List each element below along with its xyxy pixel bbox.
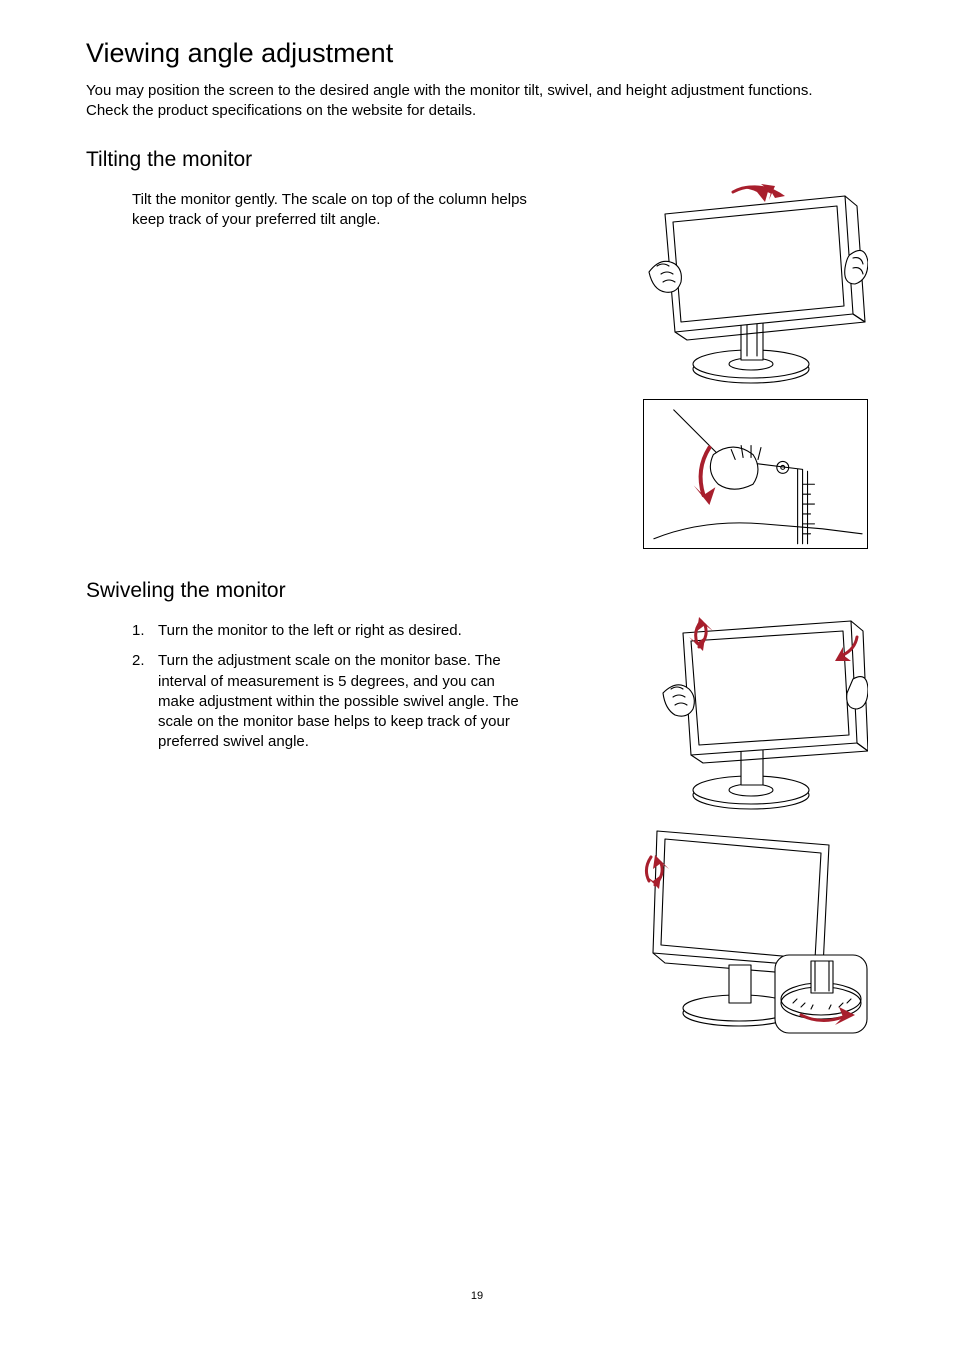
intro-paragraph: You may position the screen to the desir… — [86, 81, 856, 122]
swivel-step-1: Turn the monitor to the left or right as… — [132, 621, 532, 641]
swivel-monitor-illustration-1 — [643, 615, 868, 815]
page-number: 19 — [0, 1290, 954, 1302]
swivel-monitor-illustration-2 — [643, 825, 868, 1035]
tilting-heading: Tilting the monitor — [86, 148, 868, 172]
tilting-text-column: Tilt the monitor gently. The scale on to… — [86, 184, 623, 550]
swiveling-figures — [643, 615, 868, 1035]
manual-page: Viewing angle adjustment You may positio… — [0, 0, 954, 1350]
swiveling-heading: Swiveling the monitor — [86, 579, 868, 603]
tilting-section: Tilt the monitor gently. The scale on to… — [86, 184, 868, 550]
tilting-figures — [643, 184, 868, 550]
tilt-monitor-illustration — [643, 184, 868, 389]
swiveling-steps: Turn the monitor to the left or right as… — [132, 621, 623, 753]
page-title: Viewing angle adjustment — [86, 38, 868, 69]
swiveling-text-column: Turn the monitor to the left or right as… — [86, 615, 623, 1035]
tilting-body: Tilt the monitor gently. The scale on to… — [132, 190, 542, 231]
swivel-step-2: Turn the adjustment scale on the monitor… — [132, 651, 532, 752]
swiveling-section: Turn the monitor to the left or right as… — [86, 615, 868, 1035]
tilt-scale-illustration — [643, 399, 868, 550]
